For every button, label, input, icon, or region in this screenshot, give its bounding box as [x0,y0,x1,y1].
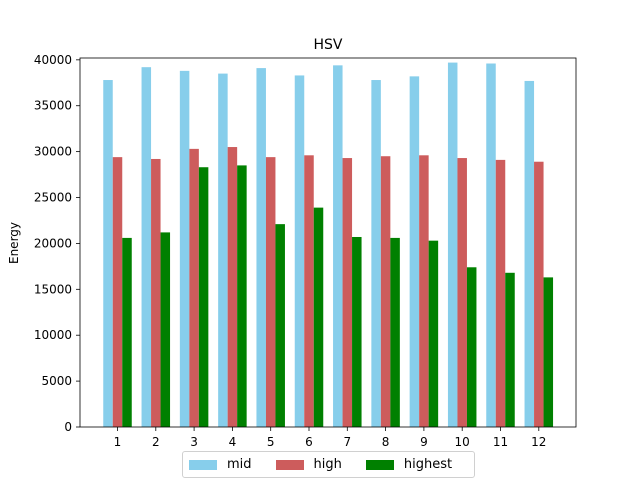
y-tick-label: 30000 [34,145,72,159]
legend-label: high [313,457,342,472]
bar-high-6 [304,155,314,428]
bar-highest-4 [237,165,247,427]
bar-mid-9 [409,76,420,428]
x-tick-label: 9 [420,435,428,449]
y-tick-label: 35000 [34,99,72,113]
bar-high-9 [419,155,429,428]
bar-highest-3 [198,167,209,428]
bar-highest-7 [352,236,362,427]
bar-mid-5 [256,68,266,427]
legend-item-mid: mid [189,457,266,472]
bar-high-12 [534,161,544,427]
bar-highest-11 [505,272,515,427]
legend: mid high highest [182,451,475,478]
bar-high-1 [112,157,123,427]
x-tick-label: 10 [455,435,470,449]
y-tick-label: 25000 [34,191,72,205]
bar-high-11 [495,159,506,427]
x-tick-label: 12 [531,435,546,449]
bar-highest-9 [428,240,439,427]
y-tick-label: 15000 [34,282,72,296]
bar-mid-12 [524,80,535,427]
bar-mid-6 [294,75,305,427]
bar-high-8 [380,156,391,427]
plot-area: 0 5000 10000 15000 20000 25000 30000 35000 40000… [34,53,577,449]
bar-mid-1 [103,80,113,427]
bar-highest-1 [122,237,132,427]
x-tick-label: 3 [190,435,198,449]
legend-swatch [275,459,304,470]
bar-highest-6 [313,207,324,427]
legend-swatch [189,459,217,470]
bar-highest-8 [390,237,400,427]
bar-mid-3 [179,70,190,427]
x-tick-label: 2 [152,435,160,449]
y-tick-label: 0 [64,420,72,434]
x-tick-label: 11 [493,435,508,449]
bar-mid-8 [371,80,381,427]
x-tick-label: 6 [305,435,313,449]
bar-mid-7 [333,65,343,427]
legend-swatch [365,459,394,470]
bar-mid-4 [218,73,228,427]
bar-mid-10 [447,62,458,428]
bar-high-2 [151,158,161,427]
bar-highest-5 [275,224,285,427]
legend-item-high: high [275,457,356,472]
x-tick-label: 4 [229,435,237,449]
bar-mid-11 [486,63,496,427]
plot-frame [79,57,577,428]
bar-highest-10 [466,267,477,427]
y-tick-label: 20000 [34,236,72,250]
chart-title: HSV [314,37,343,53]
bar-high-7 [342,158,353,428]
legend-label: mid [227,457,252,472]
x-tick-label: 5 [267,435,275,449]
bar-high-5 [265,157,276,427]
y-axis-label: Energy [7,222,21,264]
x-tick-label: 7 [343,435,351,449]
bar-mid-2 [141,67,152,428]
legend-item-highest: highest [365,457,466,472]
y-tick-label: 5000 [41,374,72,388]
bar-high-3 [189,148,199,427]
bar-highest-2 [160,232,171,427]
bar-high-10 [457,158,467,428]
y-tick-label: 40000 [34,53,72,67]
legend-label: highest [403,457,453,472]
x-tick-label: 1 [114,435,122,449]
bar-highest-12 [543,277,554,427]
bar-high-4 [227,147,238,428]
y-tick-label: 10000 [34,328,72,342]
x-tick-label: 8 [382,435,390,449]
